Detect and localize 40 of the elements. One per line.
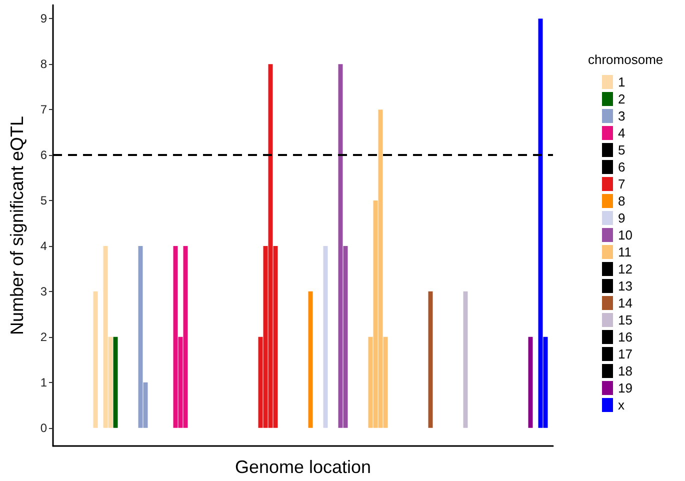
legend-label: 17 bbox=[618, 346, 632, 362]
legend-title: chromosome bbox=[588, 52, 664, 67]
legend-label: 1 bbox=[618, 74, 626, 90]
bar bbox=[308, 291, 313, 428]
y-tick-label: 6 bbox=[40, 148, 48, 162]
legend-label: x bbox=[618, 398, 625, 412]
legend-label: 4 bbox=[618, 126, 626, 140]
bar bbox=[528, 336, 533, 428]
bar bbox=[113, 336, 118, 428]
legend-label: 19 bbox=[618, 380, 632, 396]
legend-label: 11 bbox=[618, 244, 632, 260]
legend-label: 18 bbox=[618, 364, 632, 378]
legend-label: 9 bbox=[618, 210, 626, 226]
y-tick-label: 0 bbox=[40, 420, 48, 435]
bar bbox=[463, 291, 468, 428]
y-tick-label: 3 bbox=[40, 284, 48, 298]
legend-label: 10 bbox=[618, 228, 632, 242]
bar bbox=[428, 291, 433, 428]
legend-label: 14 bbox=[618, 296, 632, 310]
y-tick-label: 1 bbox=[40, 375, 48, 390]
legend-label: 8 bbox=[618, 194, 626, 208]
legend-label: 13 bbox=[618, 278, 632, 294]
legend-label: 15 bbox=[618, 312, 632, 328]
legend-label: 3 bbox=[618, 108, 626, 124]
y-tick-label: 5 bbox=[40, 193, 48, 208]
y-tick-label: 8 bbox=[40, 57, 48, 72]
y-tick-label: 4 bbox=[40, 238, 48, 253]
legend-label: 16 bbox=[618, 330, 632, 344]
legend-label: 12 bbox=[618, 262, 632, 276]
y-tick-label: 7 bbox=[40, 102, 48, 117]
y-tick-label: 2 bbox=[40, 330, 48, 344]
x-axis-title: Genome location bbox=[234, 457, 372, 477]
y-axis-title: Number of significant eQTL bbox=[7, 116, 27, 336]
legend-label: 5 bbox=[618, 142, 626, 158]
legend-label: 7 bbox=[618, 176, 626, 192]
y-tick-label: 9 bbox=[40, 12, 48, 26]
legend-label: 2 bbox=[618, 92, 626, 106]
bar bbox=[93, 291, 98, 428]
legend-label: 6 bbox=[618, 160, 626, 174]
bar bbox=[323, 246, 328, 428]
